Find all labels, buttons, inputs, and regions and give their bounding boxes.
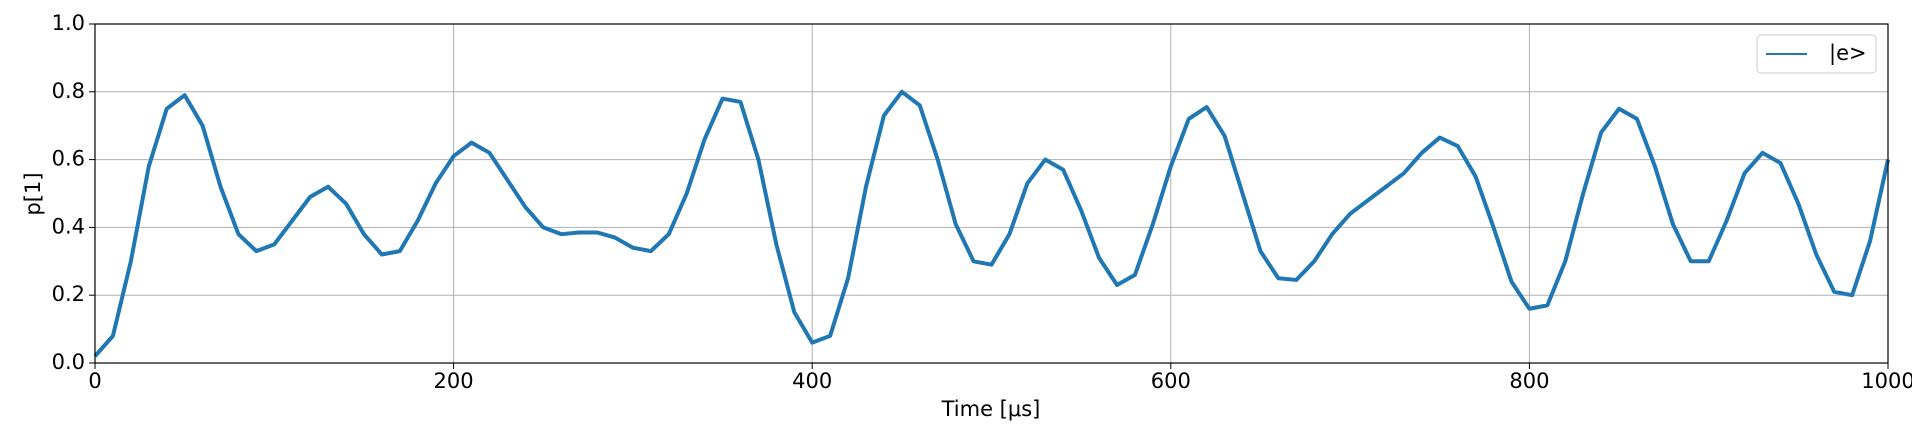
- x-tick-label: 400: [792, 369, 832, 393]
- y-tick-label: 0.4: [52, 214, 85, 238]
- x-tick-label: 0: [88, 369, 101, 393]
- y-axis-label: p[1]: [21, 172, 45, 215]
- x-tick-label: 200: [434, 369, 474, 393]
- axes-frame: [94, 23, 1889, 364]
- y-tick-label: 1.0: [52, 11, 85, 35]
- x-tick-label: 1000: [1861, 369, 1912, 393]
- x-axis-label: Time [μs]: [941, 397, 1041, 421]
- y-tick-label: 0.6: [52, 147, 85, 171]
- x-tick-label: 800: [1509, 369, 1549, 393]
- y-tick-label: 0.8: [52, 79, 85, 103]
- y-tick-label: 0.2: [52, 282, 85, 306]
- y-tick-label: 0.0: [52, 350, 85, 374]
- data-line: [93, 89, 1890, 358]
- legend-label: |e>: [1829, 41, 1867, 66]
- x-tick-label: 600: [1151, 369, 1191, 393]
- legend-box: [1756, 34, 1877, 74]
